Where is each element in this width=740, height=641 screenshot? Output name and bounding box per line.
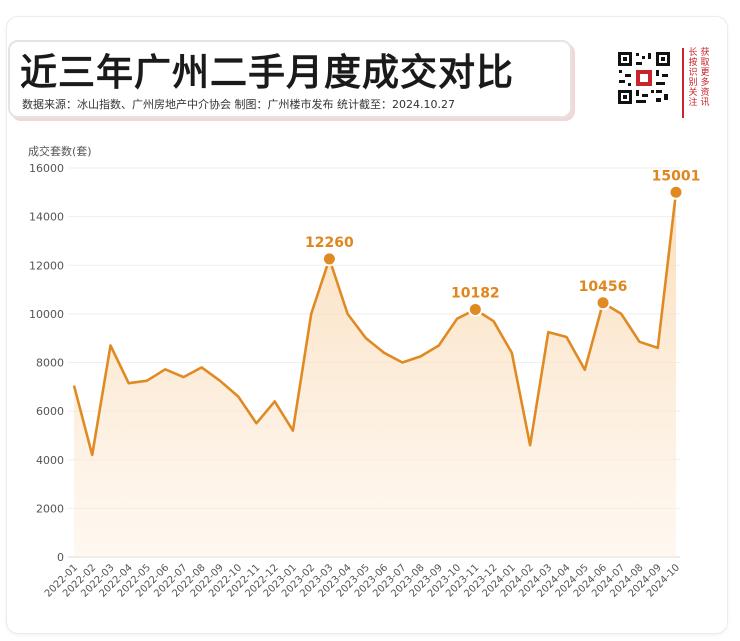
y-tick-label: 4000	[36, 454, 64, 467]
caption-accent-bar	[682, 48, 684, 118]
title-box	[8, 40, 572, 118]
y-tick-label: 2000	[36, 502, 64, 515]
caption-col-2: 获取更多资讯	[700, 48, 710, 108]
peak-marker	[469, 303, 481, 315]
y-tick-label: 16000	[29, 162, 64, 175]
peak-marker	[323, 253, 335, 265]
y-axis-label: 成交套数(套)	[28, 145, 92, 158]
data-label: 15001	[652, 168, 701, 184]
y-tick-label: 14000	[29, 211, 64, 224]
y-tick-label: 10000	[29, 308, 64, 321]
y-tick-label: 6000	[36, 405, 64, 418]
series-line	[72, 192, 678, 457]
qr-caption: 长按识别关注 获取更多资讯	[682, 48, 710, 118]
chart-title: 近三年广州二手月度成交对比	[20, 51, 514, 94]
data-label: 12260	[305, 235, 354, 251]
caption-col-1: 长按识别关注	[688, 48, 698, 108]
data-label: 10182	[451, 285, 500, 301]
peak-marker	[670, 186, 682, 198]
data-label: 10456	[579, 279, 628, 295]
peak-marker	[597, 297, 609, 309]
area-fill	[74, 192, 676, 558]
y-tick-label: 8000	[36, 357, 64, 370]
y-tick-label: 0	[57, 551, 64, 564]
qr-code-icon[interactable]	[616, 50, 672, 106]
y-tick-label: 12000	[29, 259, 64, 272]
chart-subtitle: 数据来源：冰山指数、广州房地产中介协会 制图：广州楼市发布 统计截至：2024.…	[22, 98, 455, 111]
